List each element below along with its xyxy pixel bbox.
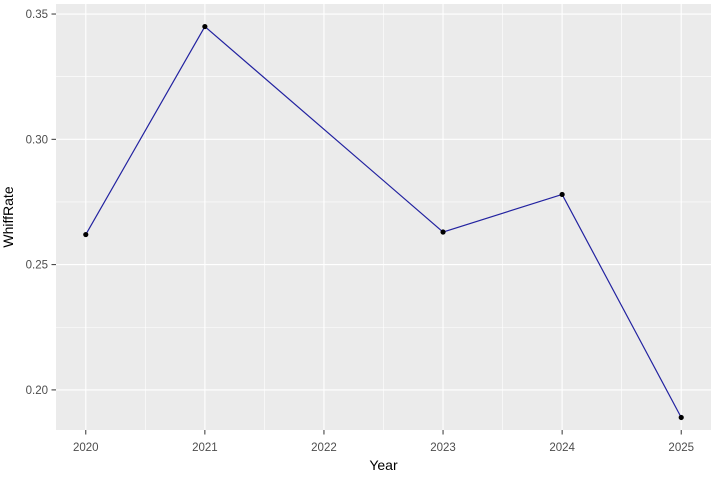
x-tick-label: 2022 <box>311 442 337 454</box>
y-tick-label: 0.30 <box>26 134 48 146</box>
data-point <box>440 229 446 235</box>
x-tick-label: 2020 <box>73 442 99 454</box>
y-axis-title: WhiffRate <box>0 186 16 248</box>
data-point <box>678 414 684 421</box>
data-point <box>202 23 208 30</box>
x-tick-label: 2024 <box>549 442 575 454</box>
x-tick-label: 2025 <box>668 442 694 454</box>
data-point <box>559 191 565 198</box>
x-tick-label: 2023 <box>430 442 456 454</box>
y-tick-label: 0.20 <box>26 385 48 397</box>
data-point <box>83 231 89 238</box>
y-tick-label: 0.25 <box>26 260 48 272</box>
y-tick-label: 0.35 <box>26 9 48 21</box>
x-tick-label: 2021 <box>192 442 218 454</box>
x-axis-title: Year <box>369 457 398 473</box>
